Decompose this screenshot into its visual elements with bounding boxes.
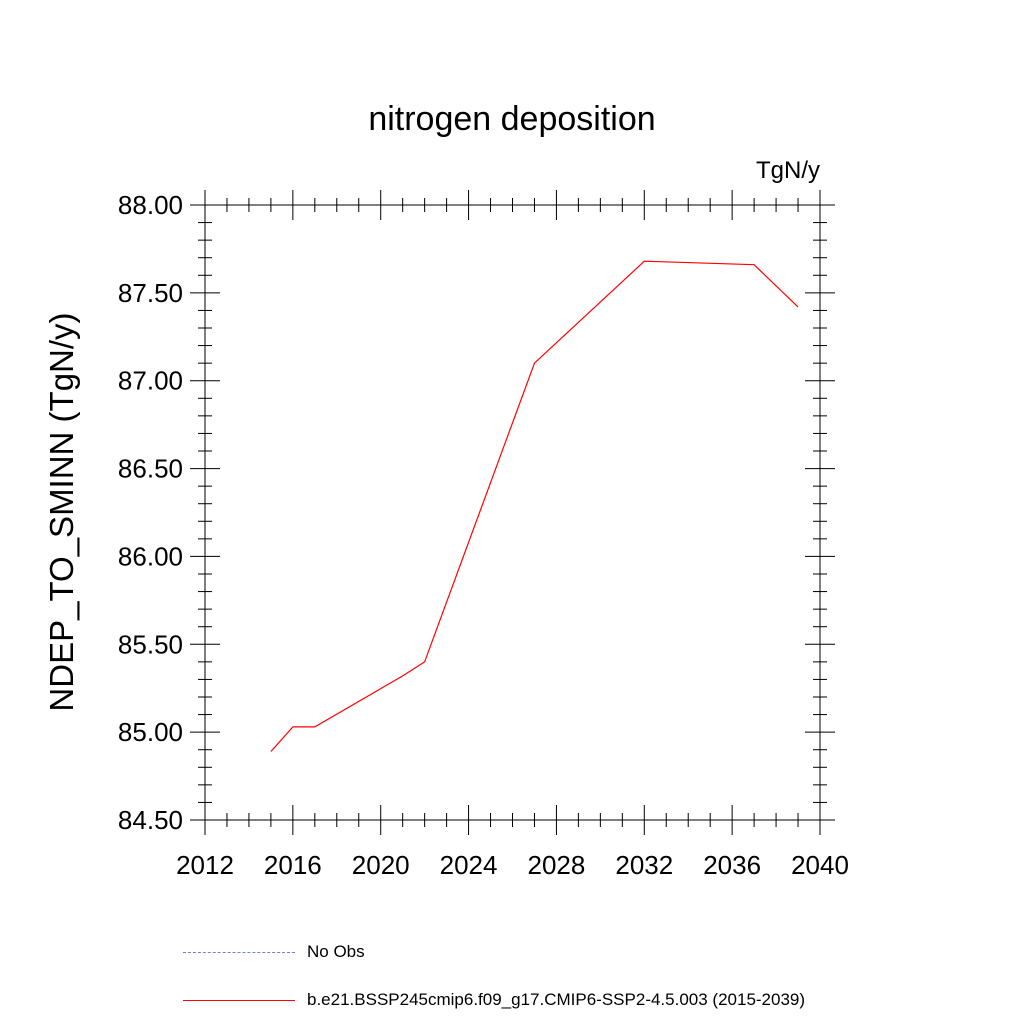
y-tick-label: 86.50: [118, 454, 183, 484]
legend-swatch-model-run: [183, 1000, 295, 1001]
plot-frame: [204, 204, 821, 821]
legend-label-no-obs: No Obs: [307, 942, 365, 961]
y-tick-label: 84.50: [118, 805, 183, 835]
legend-swatch-no-obs: [183, 952, 295, 953]
y-tick-label: 85.00: [118, 717, 183, 747]
series-line-0: [270, 260, 799, 752]
x-tick-label: 2036: [703, 850, 761, 880]
y-tick-label: 86.00: [118, 541, 183, 571]
x-tick-label: 2032: [615, 850, 673, 880]
x-tick-label: 2012: [176, 850, 234, 880]
units-label: TgN/y: [755, 157, 820, 184]
y-tick-label: 87.00: [118, 366, 183, 396]
y-tick-label: 88.00: [118, 190, 183, 220]
y-tick-label: 85.50: [118, 629, 183, 659]
x-tick-label: 2040: [791, 850, 849, 880]
y-tick-label: 87.50: [118, 278, 183, 308]
x-tick-label: 2024: [440, 850, 498, 880]
x-tick-label: 2020: [352, 850, 410, 880]
x-tick-label: 2016: [264, 850, 322, 880]
legend-label-model-run: b.e21.BSSP245cmip6.f09_g17.CMIP6-SSP2-4.…: [307, 990, 806, 1009]
x-tick-label: 2028: [528, 850, 586, 880]
chart-title: nitrogen deposition: [368, 100, 656, 138]
